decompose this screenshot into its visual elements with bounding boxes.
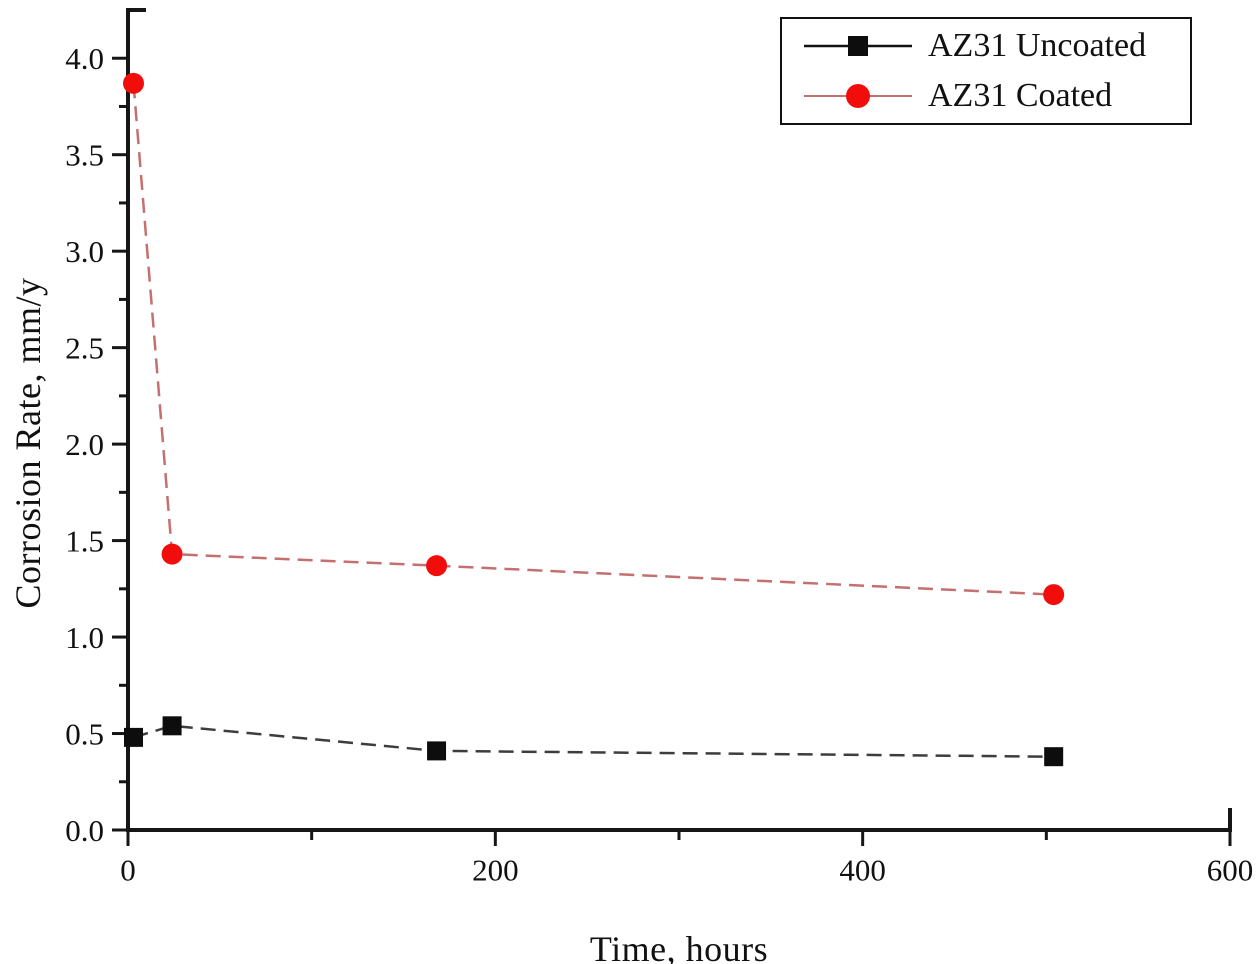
x-tick-label: 400 <box>839 852 886 887</box>
x-axis-title: Time, hours <box>589 929 769 964</box>
legend-sample-uncoated <box>804 36 912 56</box>
legend-item-uncoated: AZ31 Uncoated <box>802 21 1190 71</box>
data-point-square <box>124 727 144 747</box>
y-tick-label: 1.5 <box>65 524 104 559</box>
data-point-circle <box>1043 584 1065 606</box>
legend-label-uncoated: AZ31 Uncoated <box>928 27 1147 64</box>
y-tick-label: 2.0 <box>65 427 104 462</box>
data-point-circle <box>161 543 183 565</box>
x-tick-label: 200 <box>472 852 519 887</box>
x-tick-label: 600 <box>1207 852 1254 887</box>
y-axis-title: Corrosion Rate, mm/y <box>8 277 48 609</box>
series-line-1 <box>132 83 1054 596</box>
y-tick-label: 0.0 <box>65 813 104 848</box>
data-point-square <box>427 741 447 761</box>
y-tick-label: 0.5 <box>65 717 104 752</box>
legend-square-marker-icon <box>848 36 868 56</box>
x-tick-label: 0 <box>120 852 136 887</box>
legend-label-coated: AZ31 Coated <box>928 77 1113 114</box>
y-tick-label: 1.0 <box>65 620 104 655</box>
y-tick-label: 3.5 <box>65 138 104 173</box>
data-point-circle <box>426 555 448 577</box>
y-tick-label: 2.5 <box>65 331 104 366</box>
legend-item-coated: AZ31 Coated <box>802 71 1190 121</box>
legend: AZ31 Uncoated AZ31 Coated <box>780 17 1192 125</box>
data-point-square <box>1044 747 1064 767</box>
y-tick-label: 4.0 <box>65 41 104 76</box>
y-tick-label: 3.0 <box>65 234 104 269</box>
legend-circle-marker-icon <box>846 84 870 108</box>
data-point-square <box>162 716 182 736</box>
data-point-circle <box>123 72 145 94</box>
legend-sample-coated <box>804 84 912 108</box>
series-line-0 <box>133 724 1054 758</box>
